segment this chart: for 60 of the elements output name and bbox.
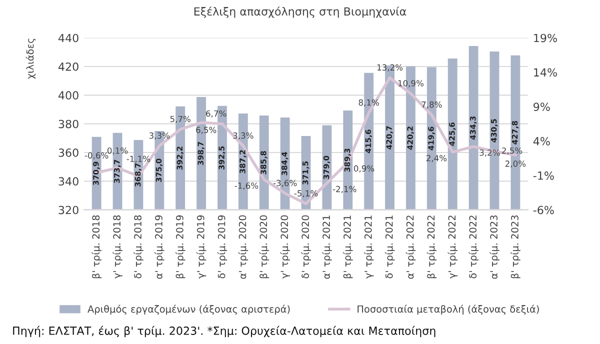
data-label: 3,2% [480,149,500,157]
data-label: 6,7% [206,110,226,118]
data-label: -1,1% [126,156,150,163]
y-tick-label: 440 [58,34,78,42]
x-tick-label: δ' τρίμ. 2022 [468,216,478,278]
y-tick-label: 420 [58,62,78,71]
y-tick-label: 340 [58,177,78,186]
data-label: 13,2% [377,64,403,72]
data-label: 3,3% [149,132,170,140]
data-label: 0,1% [107,147,128,155]
data-label: -3,6% [273,180,297,188]
x-tick-label: α' τρίμ. 2022 [406,216,416,279]
y-tick-label: 400 [58,91,78,100]
text: Πηγή: ΕΛΣΤΑΤ, έως β' τρίμ. 2023'. *Σημ: Ορυχεία-Λατομεία και Μεταποίηση [13,326,436,338]
data-label: 7,8% [422,101,442,109]
data-label: 2,0% [505,160,526,168]
legend-label: Ποσοστιαία μεταβολή (άξονας δεξιά) [358,304,539,315]
x-tick-label: γ' τρίμ. 2020 [280,215,290,278]
y2-tick-label: -1% [533,171,554,180]
y2-tick-label: 9% [534,102,550,112]
y-tick-label: 380 [58,120,78,128]
x-tick-label: γ' τρίμ. 2018 [112,215,122,278]
x-tick-label: α' τρίμ. 2019 [154,215,164,279]
x-tick-label: α' τρίμ. 2023 [490,215,500,279]
x-tick-label: β' τρίμ. 2018 [92,215,102,278]
data-label: 2,4% [426,154,447,162]
data-label: 0,9% [354,165,374,172]
x-tick-label: δ' τρίμ. 2018 [134,215,144,278]
y2-tick-label: 4% [533,137,550,146]
x-tick-label: β' τρίμ. 2023 [510,215,520,278]
data-label: 8,1% [358,99,379,107]
y-tick-label: 360 [58,148,78,157]
data-label: -1,6% [234,182,258,190]
x-tick-label: δ' τρίμ. 2021 [384,216,395,278]
x-tick-label: α' τρίμ. 2020 [238,215,248,279]
x-tick-label: δ' τρίμ. 2020 [301,215,311,278]
data-label: 6,5% [196,126,216,134]
data-label: 5,7% [170,116,190,124]
data-label: 2,5% [502,147,522,155]
x-tick-label: δ' τρίμ. 2019 [217,215,228,278]
chart-title: Εξέλιξη απασχόλησης στη Βιομηχανία [194,6,406,18]
x-tick-label: α' τρίμ. 2021 [322,216,332,279]
data-label: 10,9% [398,80,424,88]
y2-tick-label: 19% [534,34,557,42]
y-tick-label: 320 [58,206,78,214]
x-tick-label: β' τρίμ. 2020 [259,215,270,278]
data-label: -5,1% [294,190,318,198]
x-tick-label: β' τρίμ. 2021 [342,216,353,278]
data-label: -0,6% [84,152,108,160]
x-tick-label: γ' τρίμ. 2021 [364,216,374,278]
y2-tick-label: -6% [533,206,554,214]
x-tick-label: β' τρίμ. 2019 [175,215,186,278]
data-label: -2,1% [332,186,356,194]
x-tick-label: γ' τρίμ. 2019 [196,215,206,278]
legend-label: Αριθμός εργαζομένων (άξονας αριστερά) [88,304,290,315]
data-label: 3,3% [233,132,254,140]
y-axis-title: χιλιάδες [26,38,36,79]
x-tick-label: β' τρίμ. 2022 [426,216,437,278]
y2-tick-label: 14% [534,68,557,77]
x-tick-label: γ' τρίμ. 2022 [448,216,458,278]
